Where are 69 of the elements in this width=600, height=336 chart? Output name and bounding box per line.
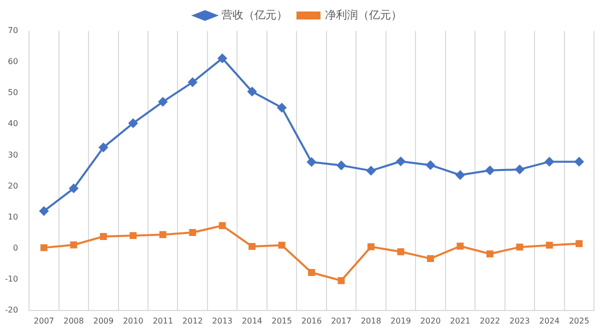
x-tick-label: 2009 — [93, 316, 114, 326]
point — [218, 54, 227, 63]
point — [426, 255, 434, 262]
x-tick-label: 2020 — [420, 316, 441, 326]
point — [248, 87, 257, 96]
point — [70, 241, 78, 248]
y-tick-label: -10 — [4, 274, 18, 284]
point — [128, 118, 138, 128]
point — [486, 250, 494, 258]
x-tick-label: 2019 — [390, 316, 411, 326]
y-tick-label: 50 — [8, 88, 18, 98]
point — [574, 157, 584, 166]
point — [336, 160, 346, 170]
x-tick-label: 2015 — [272, 316, 292, 326]
x-tick-label: 2021 — [450, 316, 470, 326]
point — [278, 242, 286, 249]
point — [396, 156, 406, 166]
point — [515, 164, 524, 174]
x-tick-label: 2010 — [122, 316, 144, 326]
x-tick-label: 2007 — [34, 316, 54, 326]
point — [456, 170, 465, 180]
point — [366, 166, 376, 176]
y-tick-label: 20 — [8, 181, 18, 190]
point — [338, 277, 345, 284]
legend-label: 净利润（亿元） — [325, 8, 402, 22]
point — [98, 142, 108, 152]
point — [40, 244, 48, 252]
y-tick-label: -20 — [4, 305, 18, 314]
point — [426, 160, 435, 170]
y-tick-label: 10 — [8, 212, 18, 222]
x-tick-label: 2024 — [539, 316, 560, 326]
x-tick-label: 2018 — [360, 316, 382, 326]
point — [576, 240, 583, 248]
y-tick-label: 0 — [12, 243, 18, 252]
x-tick-label: 2025 — [568, 316, 590, 326]
x-tick-label: 2016 — [301, 316, 322, 326]
point — [368, 243, 374, 250]
point — [546, 242, 553, 249]
x-tick-label: 2017 — [331, 316, 352, 326]
point — [69, 184, 78, 193]
x-tick-label: 2022 — [480, 316, 500, 326]
x-tick-label: 2013 — [212, 316, 233, 326]
y-tick-label: 40 — [8, 119, 18, 128]
x-tick-label: 2011 — [152, 316, 174, 326]
point — [308, 269, 316, 276]
point — [516, 244, 524, 251]
point — [397, 248, 404, 256]
x-tick-label: 2014 — [242, 316, 262, 326]
x-tick-label: 2008 — [63, 316, 84, 326]
point — [277, 103, 286, 112]
x-tick-label: 2023 — [509, 316, 530, 326]
point — [100, 233, 107, 240]
point — [544, 157, 554, 166]
legend-label: 营收（亿元） — [222, 8, 288, 22]
point — [39, 206, 48, 216]
point — [188, 78, 198, 87]
y-tick-label: 70 — [8, 26, 18, 36]
point — [159, 231, 166, 238]
y-tick-label: 60 — [8, 57, 18, 66]
point — [130, 232, 137, 240]
point — [307, 158, 316, 167]
point — [248, 242, 256, 250]
point — [189, 229, 196, 236]
y-tick-label: 30 — [8, 150, 18, 160]
point — [485, 166, 494, 175]
x-tick-label: 2012 — [182, 316, 203, 326]
point — [158, 97, 168, 106]
point — [218, 222, 226, 230]
point — [456, 242, 464, 250]
